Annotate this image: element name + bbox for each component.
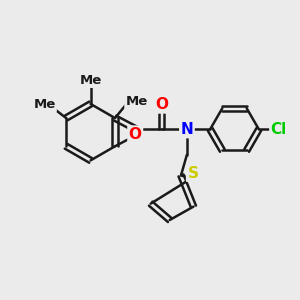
Text: N: N: [181, 122, 193, 137]
Text: Me: Me: [33, 98, 56, 111]
Text: Me: Me: [126, 95, 148, 108]
Text: O: O: [129, 127, 142, 142]
Text: O: O: [155, 97, 168, 112]
Text: Cl: Cl: [271, 122, 287, 137]
Text: Me: Me: [80, 74, 102, 87]
Text: S: S: [188, 166, 198, 181]
